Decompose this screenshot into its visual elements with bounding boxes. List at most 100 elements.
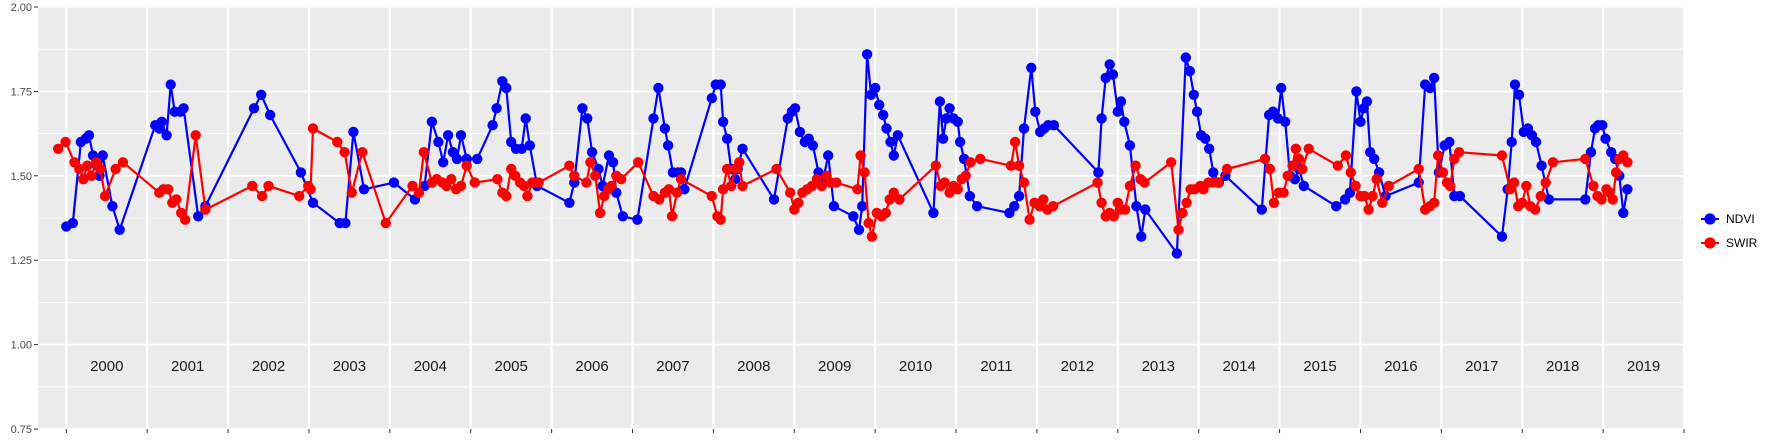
ndvi-point [1119,116,1130,128]
ndvi-point [516,143,527,154]
ndvi-point [577,103,588,114]
ndvi-point [348,126,359,138]
swir-point [294,190,305,202]
swir-point [110,163,121,175]
swir-point [1119,204,1131,215]
year-label: 2019 [1627,358,1660,375]
ndvi-point [524,140,535,151]
swir-point [1371,174,1382,185]
ndvi-point [1622,184,1633,195]
swir-point [1508,177,1520,188]
swir-point [663,184,675,195]
swir-point [894,194,905,205]
ndvi-point [721,133,733,144]
ndvi-point [114,224,125,235]
ndvi-point [892,130,903,141]
year-label: 2014 [1222,358,1255,375]
swir-point [1521,180,1532,192]
ndvi-point [1093,167,1104,178]
swir-point [1287,160,1298,171]
ndvi-point [1191,106,1203,117]
swir-point [1166,157,1177,168]
swir-point [1588,180,1599,192]
year-label: 2012 [1061,358,1094,375]
y-tick-label: 0.75 [11,424,32,436]
ndvi-point [472,153,483,165]
swir-point [469,177,480,188]
swir-point [263,180,274,192]
ndvi-point [964,190,975,202]
ndvi-point [156,116,167,128]
ndvi-point [1513,89,1525,101]
swir-point [1580,153,1591,165]
swir-point [305,184,316,195]
ndvi-point [451,153,463,165]
swir-point [585,157,596,168]
legend-item-swir: SWIR [1701,236,1758,250]
ndvi-point [1597,120,1608,131]
swir-point [418,147,429,158]
y-tick-label: 2.00 [11,2,32,14]
ndvi-point [1530,136,1542,148]
ndvi-point [256,89,267,101]
swir-point [1290,143,1302,154]
swir-point [1092,177,1103,188]
year-label: 2001 [171,358,204,375]
ndvi-point [295,167,307,178]
swir-point [793,197,804,208]
swir-point [380,217,391,229]
ndvi-point [861,49,873,60]
swir-point [60,136,71,148]
swir-point [1009,136,1021,148]
swir-point [852,184,863,195]
ndvi-point [807,140,819,151]
swir-point [1303,143,1314,154]
ndvi-point [1030,106,1041,117]
ndvi-point [1454,190,1466,202]
swir-point [1177,207,1188,219]
y-tick-label: 1.50 [11,171,32,183]
swir-point [1445,180,1456,192]
swir-point [564,160,575,171]
ndvi-point [438,157,449,168]
ndvi-point [1344,187,1356,198]
swir-point [1005,160,1017,171]
ndvi-point [455,130,467,141]
ndvi-point [358,184,370,195]
swir-point [307,123,319,134]
swir-point [1332,160,1344,171]
swir-point [455,180,467,192]
swir-point [1013,160,1025,171]
ndvi-point [971,201,983,212]
ndvi-point [248,103,260,114]
year-label: 2007 [656,358,689,375]
ndvi-point [264,109,276,121]
swir-point [975,153,986,165]
ndvi-point [501,82,512,94]
swir-point [533,177,544,188]
swir-point [726,180,737,192]
swir-point [1264,163,1276,175]
ndvi-point [520,113,531,124]
ndvi-point [934,96,946,107]
swir-point [82,160,93,171]
swir-point [737,180,748,192]
swir-point [74,163,85,175]
swir-point [1596,194,1607,205]
swir-point [256,190,268,202]
ndvi-point [1361,96,1373,107]
ndvi-point [1331,201,1342,212]
ndvi-point [1276,82,1287,94]
ndvi-point [1580,194,1591,205]
swir-point [95,163,106,175]
ndvi-point [586,147,598,158]
ndvi-point [426,116,438,128]
swir-point [200,204,211,215]
ndvi-point [1536,160,1547,171]
ndvi-point [67,217,79,229]
y-tick-label: 1.00 [11,340,32,352]
ndvi-point [1048,120,1060,131]
ndvi-point [794,126,806,138]
swir-point [1345,167,1357,178]
